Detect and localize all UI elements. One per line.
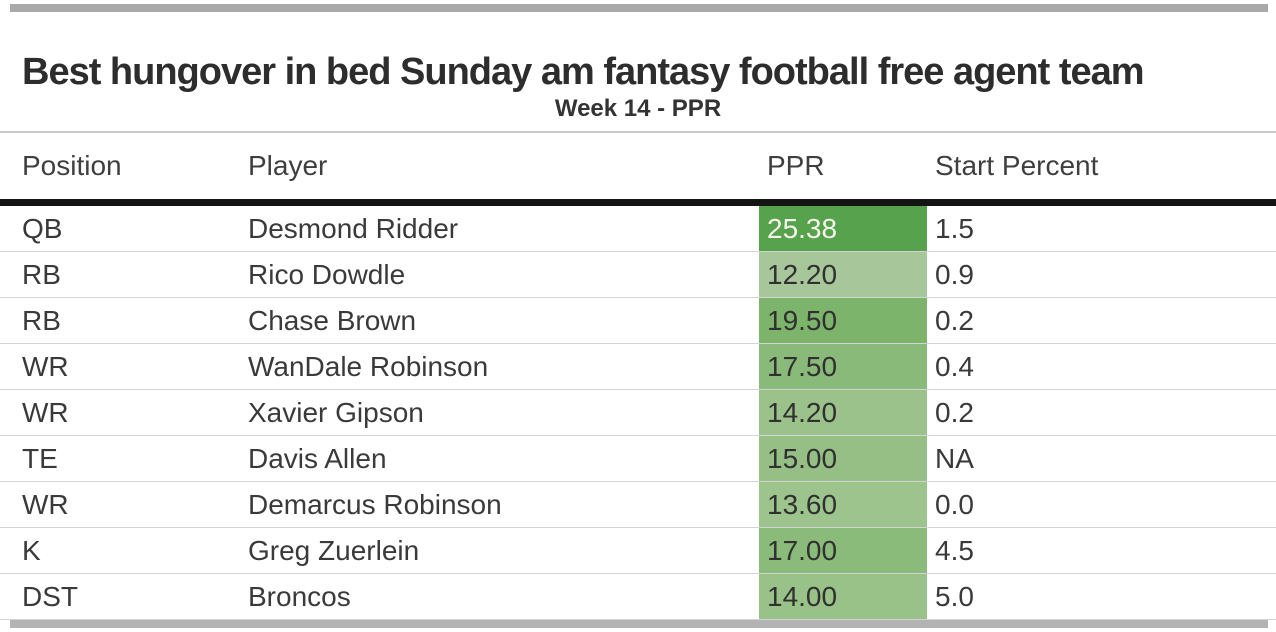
table-row: WR WanDale Robinson 17.50 0.4 [0,343,1276,390]
start-percent-cell: 0.2 [927,389,1276,436]
ppr-cell: 15.00 [759,435,927,482]
ppr-cell: 17.00 [759,527,927,574]
page-title: Best hungover in bed Sunday am fantasy f… [22,51,1145,94]
table-row: RB Chase Brown 19.50 0.2 [0,297,1276,344]
start-percent-cell: 4.5 [927,527,1276,574]
position-cell: WR [0,343,248,390]
start-percent-cell: 0.9 [927,251,1276,298]
player-cell: Xavier Gipson [248,389,759,436]
table-row: WR Xavier Gipson 14.20 0.2 [0,389,1276,436]
ppr-cell: 12.20 [759,251,927,298]
player-cell: Rico Dowdle [248,251,759,298]
player-cell: WanDale Robinson [248,343,759,390]
fantasy-roster-table: Position Player PPR Start Percent QB Des… [0,131,1276,620]
top-divider-bar [10,4,1268,12]
table-row: RB Rico Dowdle 12.20 0.9 [0,251,1276,298]
position-cell: TE [0,435,248,482]
table-body: QB Desmond Ridder 25.38 1.5 RB Rico Dowd… [0,202,1276,620]
start-percent-cell: 0.2 [927,297,1276,344]
table-row: QB Desmond Ridder 25.38 1.5 [0,202,1276,252]
position-cell: RB [0,251,248,298]
start-percent-cell: 1.5 [927,202,1276,252]
player-cell: Davis Allen [248,435,759,482]
table-row: DST Broncos 14.00 5.0 [0,573,1276,620]
table-header: Position Player PPR Start Percent [0,132,1276,203]
bottom-divider-bar [10,620,1268,628]
column-header-position: Position [22,150,122,181]
player-cell: Desmond Ridder [248,202,759,252]
start-percent-cell: NA [927,435,1276,482]
start-percent-cell: 0.0 [927,481,1276,528]
start-percent-cell: 5.0 [927,573,1276,620]
ppr-cell: 17.50 [759,343,927,390]
position-cell: WR [0,389,248,436]
position-cell: K [0,527,248,574]
position-cell: DST [0,573,248,620]
table-header-row: Position Player PPR Start Percent [0,132,1276,203]
column-header-ppr: PPR [767,150,825,181]
column-header-player: Player [248,150,328,181]
table-row: WR Demarcus Robinson 13.60 0.0 [0,481,1276,528]
table-row: K Greg Zuerlein 17.00 4.5 [0,527,1276,574]
ppr-cell: 13.60 [759,481,927,528]
position-cell: QB [0,202,248,252]
position-cell: RB [0,297,248,344]
ppr-cell: 19.50 [759,297,927,344]
player-cell: Broncos [248,573,759,620]
column-header-start-percent: Start Percent [935,150,1099,181]
page-subtitle: Week 14 - PPR [554,95,722,122]
player-cell: Chase Brown [248,297,759,344]
position-cell: WR [0,481,248,528]
ppr-cell: 14.00 [759,573,927,620]
player-cell: Greg Zuerlein [248,527,759,574]
player-cell: Demarcus Robinson [248,481,759,528]
start-percent-cell: 0.4 [927,343,1276,390]
table-row: TE Davis Allen 15.00 NA [0,435,1276,482]
ppr-cell: 14.20 [759,389,927,436]
ppr-cell: 25.38 [759,202,927,252]
